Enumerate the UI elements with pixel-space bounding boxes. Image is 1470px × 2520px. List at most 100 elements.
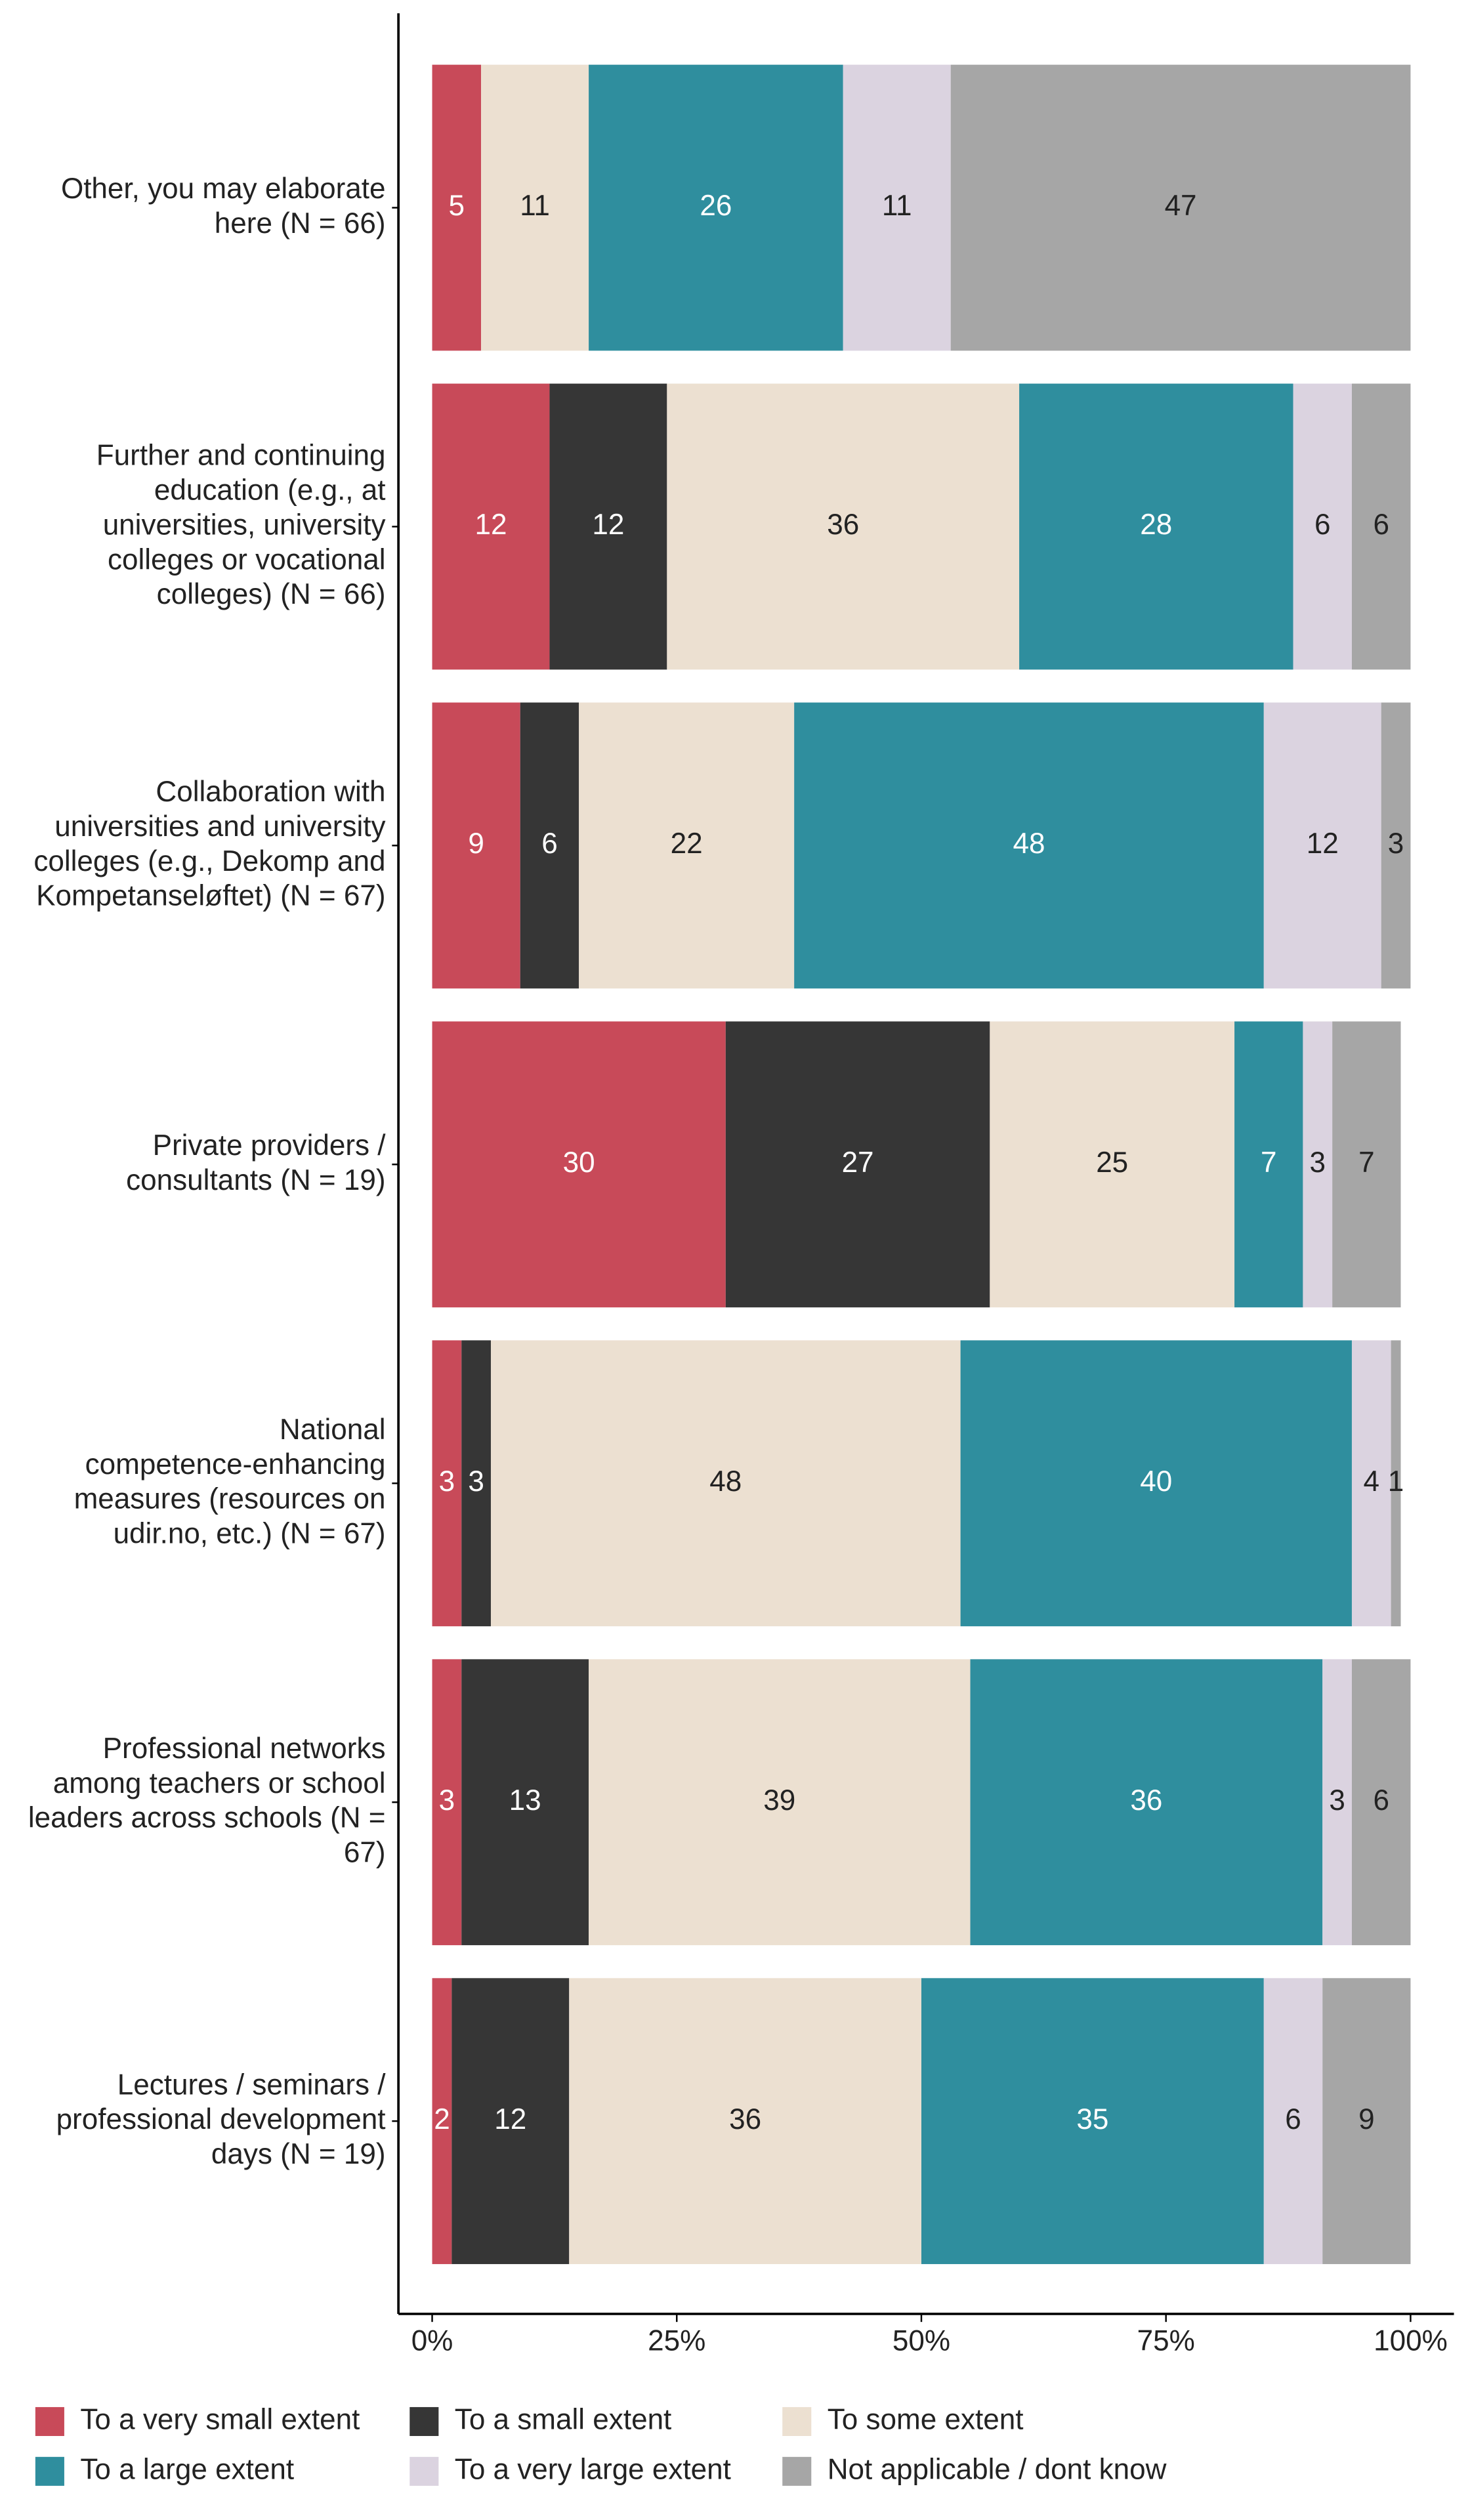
data-label: 12 (494, 2103, 526, 2135)
bar-segment (1322, 1978, 1411, 2265)
data-label: 3 (439, 1465, 455, 1498)
bar-segment (1381, 702, 1411, 989)
data-label: 3 (1388, 828, 1404, 860)
x-tick-label: 100% (1374, 2325, 1448, 2357)
data-label: 25 (1096, 1146, 1128, 1179)
data-label: 3 (1329, 1784, 1345, 1816)
bar-segment (432, 64, 482, 351)
bar-segment (452, 1978, 570, 2265)
x-tick-label: 75% (1137, 2325, 1195, 2357)
legend-label: To a large extent (80, 2453, 294, 2485)
data-label: 22 (671, 828, 703, 860)
data-label: 36 (1130, 1784, 1162, 1816)
bar-segment (481, 64, 589, 351)
bar-segment (1293, 383, 1352, 670)
bar-segment (432, 702, 520, 989)
data-label: 9 (1358, 2103, 1375, 2135)
data-label: 9 (468, 828, 484, 860)
bar-segment (1322, 1659, 1352, 1946)
bar-segment (990, 1021, 1235, 1308)
bar-segment (970, 1659, 1323, 1946)
bar-segment (461, 1659, 589, 1946)
bar-segment (843, 64, 951, 351)
legend-label: Not applicable / dont know (828, 2453, 1167, 2485)
y-tick-label: Collaboration with universities and unive… (33, 776, 385, 912)
data-label: 4 (1364, 1465, 1380, 1498)
data-label: 3 (439, 1784, 455, 1816)
data-label: 28 (1140, 509, 1172, 541)
y-tick-label: Other, you may elaborate here (N = 66) (61, 173, 386, 240)
x-tick-label: 50% (892, 2325, 950, 2357)
legend-label: To a small extent (455, 2404, 672, 2436)
data-label: 48 (709, 1465, 742, 1498)
data-label: 6 (541, 828, 558, 860)
data-label: 13 (509, 1784, 541, 1816)
data-label: 26 (700, 190, 732, 222)
bar-segment (589, 64, 843, 351)
data-label: 40 (1140, 1465, 1172, 1498)
data-label: 6 (1373, 509, 1389, 541)
bar-segment (1019, 383, 1293, 670)
data-label: 6 (1373, 1784, 1389, 1816)
bar-segment (950, 64, 1411, 351)
bar-segment (589, 1659, 971, 1946)
legend-label: To a very small extent (80, 2404, 360, 2436)
data-label: 12 (474, 509, 507, 541)
bar-segment (667, 383, 1020, 670)
y-tick-label: Further and continuing education (e.g., a… (96, 439, 386, 610)
legend-label: To a very large extent (455, 2453, 731, 2485)
y-tick-label: Lectures / seminars / professional develo… (56, 2068, 387, 2170)
bar-segment (1351, 1659, 1411, 1946)
bar-segment (520, 702, 579, 989)
data-label: 3 (468, 1465, 484, 1498)
x-tick-label: 0% (411, 2325, 453, 2357)
bar-segment (1263, 702, 1381, 989)
bar-segment (579, 702, 795, 989)
data-label: 6 (1285, 2103, 1301, 2135)
data-label: 7 (1358, 1146, 1375, 1179)
bar-segment (794, 702, 1264, 989)
data-label: 12 (1307, 828, 1339, 860)
data-label: 5 (449, 190, 465, 222)
bar-segment (432, 1021, 726, 1308)
data-label: 2 (434, 2103, 450, 2135)
data-label: 36 (827, 509, 859, 541)
bar-segment (1351, 383, 1411, 670)
data-label: 7 (1261, 1146, 1277, 1179)
bar-segment (1391, 1340, 1401, 1627)
data-label: 11 (882, 190, 912, 222)
data-label: 1 (1388, 1465, 1404, 1498)
legend-swatch (410, 2456, 439, 2486)
data-label: 27 (842, 1146, 874, 1179)
bar-segment (432, 383, 550, 670)
bar-segment (1351, 1340, 1391, 1627)
data-label: 11 (520, 190, 550, 222)
bar-segment (960, 1340, 1352, 1627)
y-tick-label: Professional networks among teachers or s… (28, 1732, 386, 1869)
bar-segment (549, 383, 667, 670)
data-label: 47 (1165, 190, 1197, 222)
data-label: 39 (763, 1784, 795, 1816)
y-tick-label: National competence-enhancing measures (re… (74, 1414, 386, 1550)
data-label: 6 (1314, 509, 1331, 541)
bar-segment (725, 1021, 990, 1308)
bar-segment (461, 1340, 491, 1627)
legend-label: To some extent (828, 2404, 1024, 2436)
bar-segment (490, 1340, 961, 1627)
data-label: 36 (729, 2103, 761, 2135)
bar-segment (921, 1978, 1264, 2265)
legend-swatch (35, 2406, 64, 2436)
bar-segment (432, 1340, 462, 1627)
data-label: 35 (1076, 2103, 1108, 2135)
legend-swatch (782, 2406, 812, 2436)
data-label: 12 (592, 509, 624, 541)
legend-swatch (35, 2456, 64, 2486)
bar-segment (1332, 1021, 1401, 1308)
y-tick-label: Private providers / consultants (N = 19) (126, 1129, 386, 1196)
x-tick-label: 25% (648, 2325, 705, 2357)
bar-segment (432, 1978, 452, 2265)
bar-segment (569, 1978, 921, 2265)
bar-segment (1263, 1978, 1323, 2265)
